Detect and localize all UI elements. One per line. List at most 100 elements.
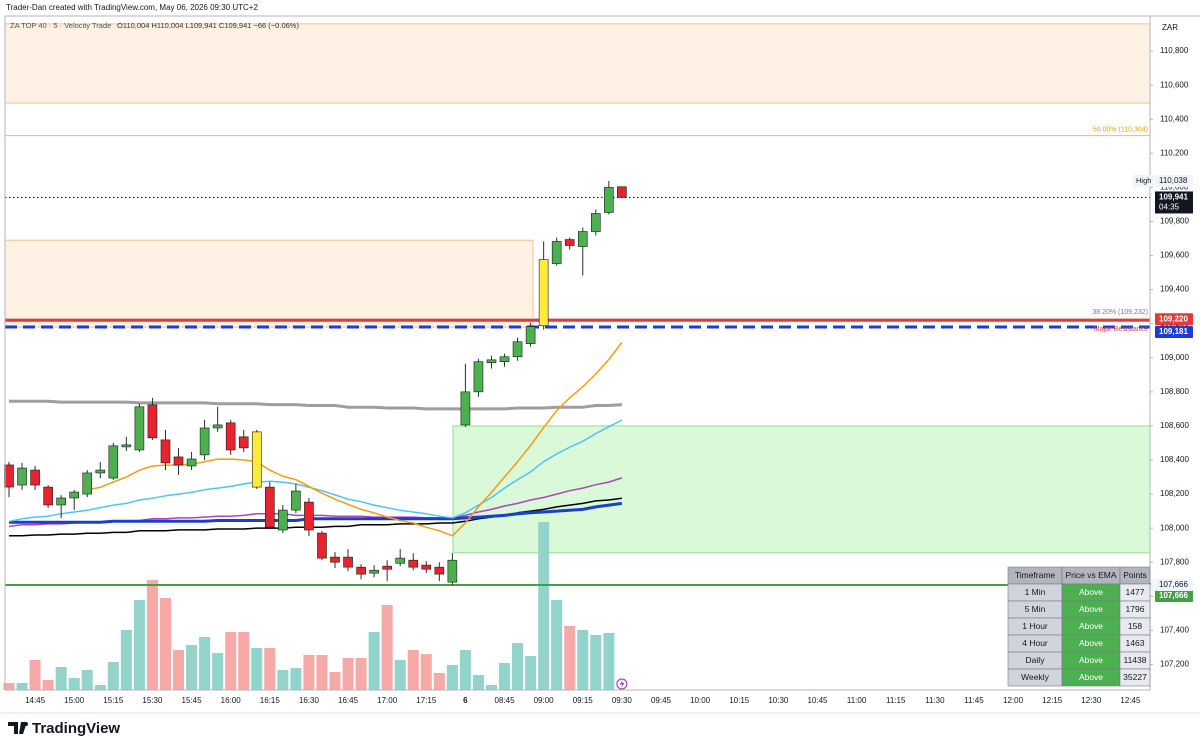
y-tick-label: 109,000 <box>1160 353 1189 362</box>
y-tick-label: 107,400 <box>1160 625 1189 634</box>
x-tick-label: 12:45 <box>1120 696 1141 705</box>
level-axis-box <box>1155 590 1193 603</box>
candle-body <box>525 326 536 344</box>
x-tick-label: 12:15 <box>1042 696 1063 705</box>
high-tag: High <box>1136 176 1151 185</box>
high-label-box <box>1155 174 1193 187</box>
price-axis-bg <box>1150 16 1200 690</box>
candle-body <box>551 241 562 264</box>
table-cell-text: 35227 <box>1123 672 1147 682</box>
volume-bar <box>251 648 263 690</box>
candle-body <box>317 532 327 559</box>
volume-bar <box>538 522 550 690</box>
zone <box>452 425 1151 554</box>
brand-logo <box>8 722 29 734</box>
x-tick-label: 10:30 <box>768 696 789 705</box>
volume-bar <box>603 633 615 690</box>
candle-body <box>121 444 132 448</box>
volume-bar <box>94 685 106 690</box>
table-cell-text: Above <box>1079 621 1103 631</box>
candle-body <box>147 404 158 439</box>
candle-body <box>330 556 340 563</box>
level-axis-box <box>1155 313 1193 326</box>
x-tick-label: 12:00 <box>1003 696 1024 705</box>
candle-body <box>590 213 601 232</box>
volume-bar <box>590 635 602 690</box>
y-tick-label: 108,200 <box>1160 489 1189 498</box>
x-tick-label: 11:15 <box>886 696 906 705</box>
candle-body <box>95 469 106 474</box>
x-tick-label: 09:30 <box>612 696 633 705</box>
table-cell-text: 158 <box>1128 621 1142 631</box>
candle-body <box>538 259 549 327</box>
candle-body <box>564 239 575 246</box>
candle-body <box>460 391 471 426</box>
zone <box>4 23 1151 104</box>
table-cell-text: 1796 <box>1126 604 1145 614</box>
volume-bar <box>159 598 171 690</box>
x-tick-label: 10:00 <box>690 696 711 705</box>
x-tick-label: 15:00 <box>64 696 85 705</box>
candle-body <box>356 566 366 575</box>
volume-bar <box>264 648 276 690</box>
candle-body <box>408 559 419 568</box>
volume-bar <box>342 658 354 690</box>
volume-bar <box>186 645 198 690</box>
volume-layer <box>3 522 615 690</box>
volume-bar <box>107 662 119 690</box>
table-header-text: Points <box>1123 570 1147 580</box>
candle-body <box>395 557 406 564</box>
table-cell-text: Above <box>1079 587 1103 597</box>
volume-bar <box>42 680 54 690</box>
table-cell-text: 1477 <box>1126 587 1145 597</box>
level-label: 50.00% (110,304) <box>1093 126 1148 133</box>
table-cell-text: 1 Min <box>1025 587 1046 597</box>
volume-bar <box>238 632 250 690</box>
y-tick-label: 108,000 <box>1160 523 1189 532</box>
candle-body <box>43 486 53 506</box>
indicator-line <box>9 501 623 524</box>
volume-bar <box>303 655 315 690</box>
volume-bar <box>577 630 589 690</box>
y-tick-label: 110,800 <box>1160 46 1189 55</box>
x-tick-label: 08:45 <box>495 696 516 705</box>
candle-body <box>212 424 223 429</box>
low-label-text: 107,666 <box>1159 580 1188 589</box>
x-tick-label: 16:00 <box>221 696 242 705</box>
volume-bar <box>290 668 302 690</box>
symbol-legend: ZA TOP 40 · 5 · Velocity Trade <box>10 21 111 30</box>
x-tick-label: 09:00 <box>534 696 555 705</box>
candle-body <box>421 564 432 570</box>
table-cell <box>1119 668 1151 687</box>
volume-bar <box>329 672 341 690</box>
candle-body <box>617 186 627 198</box>
axis-layer: ZAR 107,200107,400107,600107,800108,0001… <box>4 15 1200 705</box>
x-tick-label: 6 <box>463 696 468 705</box>
candle-body <box>17 467 27 486</box>
last-price-box <box>1155 191 1193 214</box>
volume-bar <box>525 656 537 690</box>
x-tick-label: 11:00 <box>847 696 867 705</box>
table-cell-text: 11438 <box>1123 655 1146 665</box>
currency-label: ZAR <box>1162 23 1178 32</box>
candle-body <box>134 406 145 451</box>
x-tick-label: 11:30 <box>925 696 945 705</box>
y-tick-label: 110,600 <box>1160 80 1189 89</box>
candle-body <box>82 472 93 495</box>
x-tick-label: 12:30 <box>1081 696 1102 705</box>
candle-body <box>173 456 184 466</box>
countdown-text: 04:35 <box>1159 203 1180 212</box>
level-axis-text: 107,666 <box>1159 591 1188 600</box>
candles-layer <box>4 180 628 690</box>
volume-bar <box>3 683 15 690</box>
candle-body <box>30 469 40 486</box>
y-tick-label: 108,400 <box>1160 455 1189 464</box>
volume-bar <box>81 670 93 690</box>
y-tick-label: 107,800 <box>1160 557 1189 566</box>
table-cell-text: 1 Hour <box>1022 621 1048 631</box>
table-header-text: Price vs EMA <box>1065 570 1116 580</box>
x-tick-label: 10:15 <box>729 696 750 705</box>
volume-bar <box>499 663 511 690</box>
level-label: 38.20% (109,232) <box>1092 309 1148 316</box>
